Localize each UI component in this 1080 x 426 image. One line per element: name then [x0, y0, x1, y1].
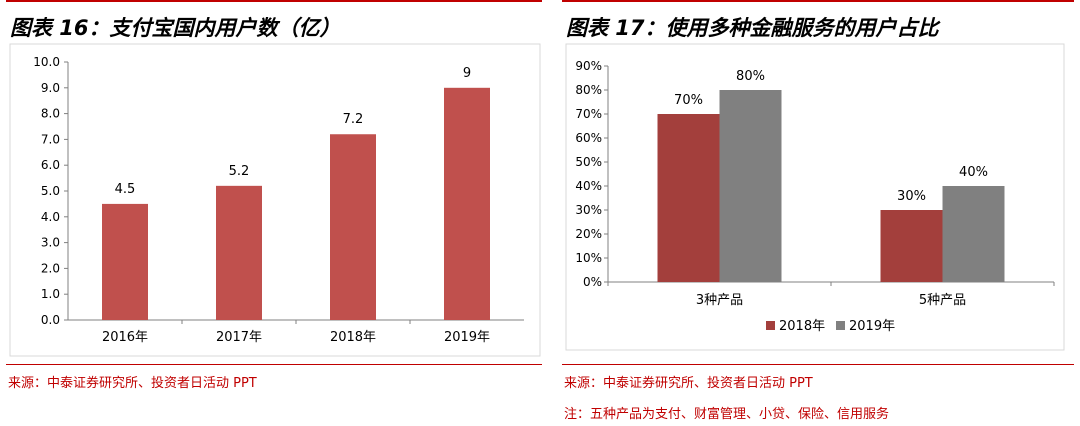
source-note: 来源：中泰证券研究所、投资者日活动 PPT [8, 376, 257, 391]
y-tick-label: 40% [575, 179, 602, 193]
data-label: 7.2 [343, 112, 364, 127]
data-label: 30% [897, 189, 926, 204]
alipay-users-bar-chart: 0.0 1.0 2.0 3.0 4.0 5.0 6.0 7.0 8.0 9.0 10.0 4.5 201… [9, 43, 541, 357]
bar [657, 114, 720, 282]
legend-label: 2018年 [779, 319, 825, 334]
legend-label: 2019年 [849, 319, 895, 334]
y-tick-label: 10% [575, 251, 602, 265]
y-tick-label: 10.0 [33, 55, 60, 69]
data-label: 40% [959, 165, 988, 180]
legend-swatch [836, 321, 845, 330]
plot-frame [9, 43, 541, 357]
y-tick-label: 7.0 [41, 132, 60, 146]
title-top-rule [562, 0, 1074, 2]
chart-title-users: 图表 16：支付宝国内用户数（亿） [10, 16, 341, 40]
data-label: 80% [736, 69, 765, 84]
data-label: 70% [674, 93, 703, 108]
y-tick-label: 20% [575, 227, 602, 241]
source-divider [6, 364, 542, 365]
x-tick-label: 2018年 [330, 330, 376, 345]
multi-service-bar-chart: 0% 10% 20% 30% 40% 50% 60% 70% 80% 90% 70% 80% 3种产品 3… [565, 43, 1065, 351]
chart-title-services: 图表 17：使用多种金融服务的用户占比 [566, 16, 939, 40]
y-tick-label: 70% [575, 107, 602, 121]
y-tick-label: 1.0 [41, 287, 60, 301]
y-tick-label: 30% [575, 203, 602, 217]
bar [880, 210, 943, 282]
y-tick-label: 3.0 [41, 236, 60, 250]
data-label: 9 [463, 66, 471, 81]
source-divider [562, 364, 1074, 365]
bar [719, 90, 782, 282]
footnote: 注：五种产品为支付、财富管理、小贷、保险、信用服务 [564, 407, 890, 422]
bar [444, 87, 490, 320]
x-tick-label: 2017年 [216, 330, 262, 345]
bar [216, 185, 262, 320]
y-tick-label: 9.0 [41, 81, 60, 95]
legend-swatch [766, 321, 775, 330]
plot-frame [565, 43, 1065, 351]
right-panel: 图表 17：使用多种金融服务的用户占比 0% 10% 20% 30% 40% 50% 60%… [562, 0, 1074, 426]
data-label: 4.5 [115, 182, 136, 197]
y-tick-label: 5.0 [41, 184, 60, 198]
x-tick-label: 2016年 [102, 330, 148, 345]
y-tick-label: 50% [575, 155, 602, 169]
y-tick-label: 2.0 [41, 261, 60, 275]
y-tick-label: 0.0 [41, 313, 60, 327]
x-tick-label: 3种产品 [696, 293, 743, 308]
title-top-rule [6, 0, 542, 2]
left-panel: 图表 16：支付宝国内用户数（亿） 0.0 1.0 2.0 3.0 4.0 5.0 6.0 7… [6, 0, 542, 426]
y-tick-label: 0% [583, 275, 602, 289]
source-note: 来源：中泰证券研究所、投资者日活动 PPT [564, 376, 813, 391]
x-tick-label: 5种产品 [919, 293, 966, 308]
bar [942, 186, 1005, 282]
x-tick-label: 2019年 [444, 330, 490, 345]
y-tick-label: 6.0 [41, 158, 60, 172]
y-tick-label: 4.0 [41, 210, 60, 224]
bar [330, 134, 376, 320]
y-tick-label: 8.0 [41, 107, 60, 121]
bar [102, 203, 148, 320]
data-label: 5.2 [229, 164, 250, 179]
y-tick-label: 60% [575, 131, 602, 145]
y-tick-label: 90% [575, 59, 602, 73]
y-tick-label: 80% [575, 83, 602, 97]
